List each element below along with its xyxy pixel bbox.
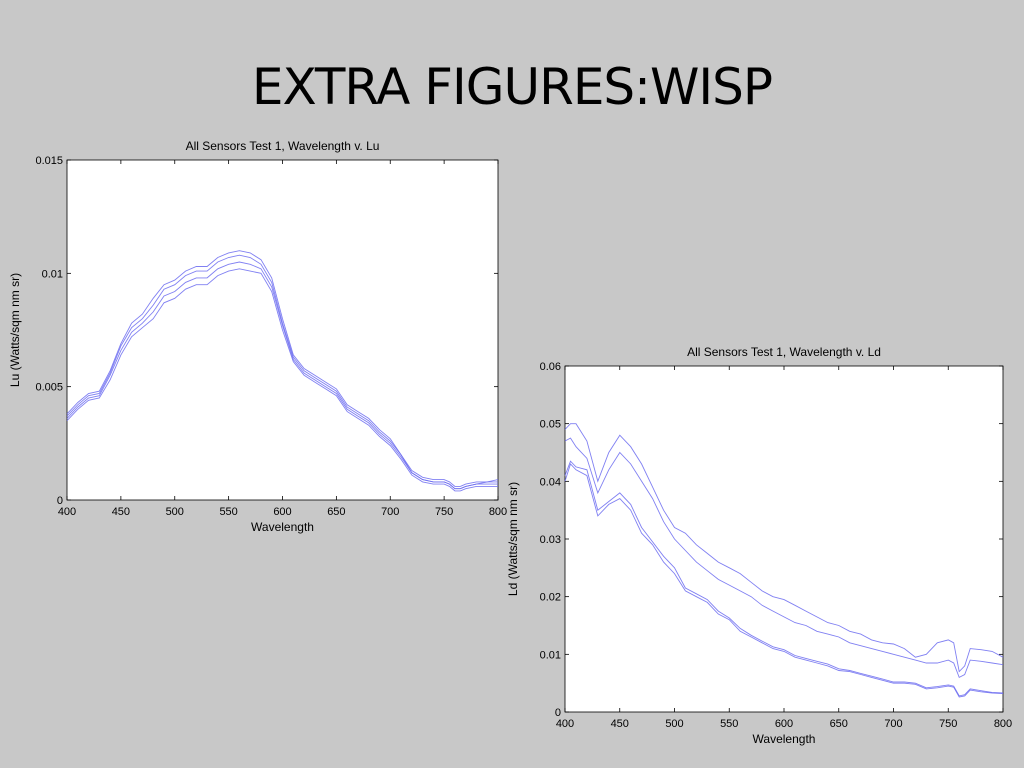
y-tick-label: 0 — [555, 707, 561, 719]
chart-title: All Sensors Test 1, Wavelength v. Lu — [186, 139, 380, 153]
y-tick-label: 0 — [57, 495, 63, 507]
y-tick-label: 0.01 — [42, 268, 63, 280]
slide-title: EXTRA FIGURES:WISP — [251, 58, 773, 116]
x-axis-label: Wavelength — [753, 732, 816, 746]
x-tick-label: 700 — [381, 506, 399, 518]
lu-chart: All Sensors Test 1, Wavelength v. Lu 400 4… — [8, 139, 507, 534]
series-line-1 — [66, 268, 498, 492]
x-tick-label: 500 — [166, 506, 184, 518]
x-tick-label: 600 — [273, 506, 291, 518]
x-tick-label: 550 — [720, 718, 738, 730]
x-axis-label: Wavelength — [251, 520, 314, 534]
x-tick-label: 750 — [435, 506, 453, 518]
series-line-4 — [564, 423, 1004, 673]
x-tick-label: 450 — [611, 718, 629, 730]
y-axis-label: Ld (Watts/sqm nm sr) — [506, 482, 520, 596]
y-tick-label: 0.005 — [35, 382, 63, 394]
x-tick-label: 500 — [665, 718, 683, 730]
series-line-1 — [564, 463, 1004, 698]
series-line-2 — [564, 460, 1004, 697]
y-axis-label: Lu (Watts/sqm nm sr) — [8, 273, 22, 387]
series-line-3 — [66, 254, 498, 490]
y-tick-label: 0.01 — [540, 649, 561, 661]
x-tick-label: 650 — [327, 506, 345, 518]
x-tick-label: 600 — [775, 718, 793, 730]
y-tick-label: 0.05 — [540, 419, 561, 431]
plot-area — [564, 365, 1004, 713]
y-tick-label: 0.06 — [540, 361, 561, 373]
ld-chart: All Sensors Test 1, Wavelength v. Ld 400 4… — [506, 345, 1012, 746]
x-tick-label: 750 — [939, 718, 957, 730]
y-tick-label: 0.04 — [540, 476, 561, 488]
x-tick-label: 400 — [58, 506, 76, 518]
x-tick-label: 400 — [556, 718, 574, 730]
series-line-3 — [564, 437, 1004, 679]
x-tick-label: 550 — [219, 506, 237, 518]
series-line-4 — [66, 250, 499, 487]
x-tick-label: 450 — [112, 506, 130, 518]
y-tick-label: 0.015 — [35, 155, 63, 167]
y-tick-label: 0.03 — [540, 534, 561, 546]
x-tick-label: 800 — [489, 506, 507, 518]
x-tick-label: 700 — [884, 718, 902, 730]
chart-title: All Sensors Test 1, Wavelength v. Ld — [687, 345, 881, 359]
x-tick-label: 800 — [994, 718, 1012, 730]
y-tick-label: 0.02 — [540, 592, 561, 604]
x-tick-label: 650 — [830, 718, 848, 730]
